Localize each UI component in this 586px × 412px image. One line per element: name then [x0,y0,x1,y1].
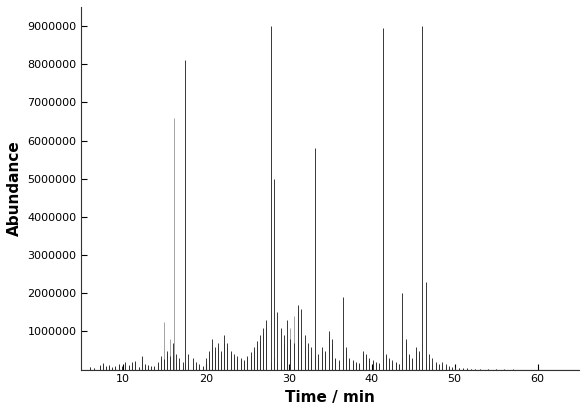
X-axis label: Time / min: Time / min [285,390,375,405]
Y-axis label: Abundance: Abundance [7,140,22,236]
